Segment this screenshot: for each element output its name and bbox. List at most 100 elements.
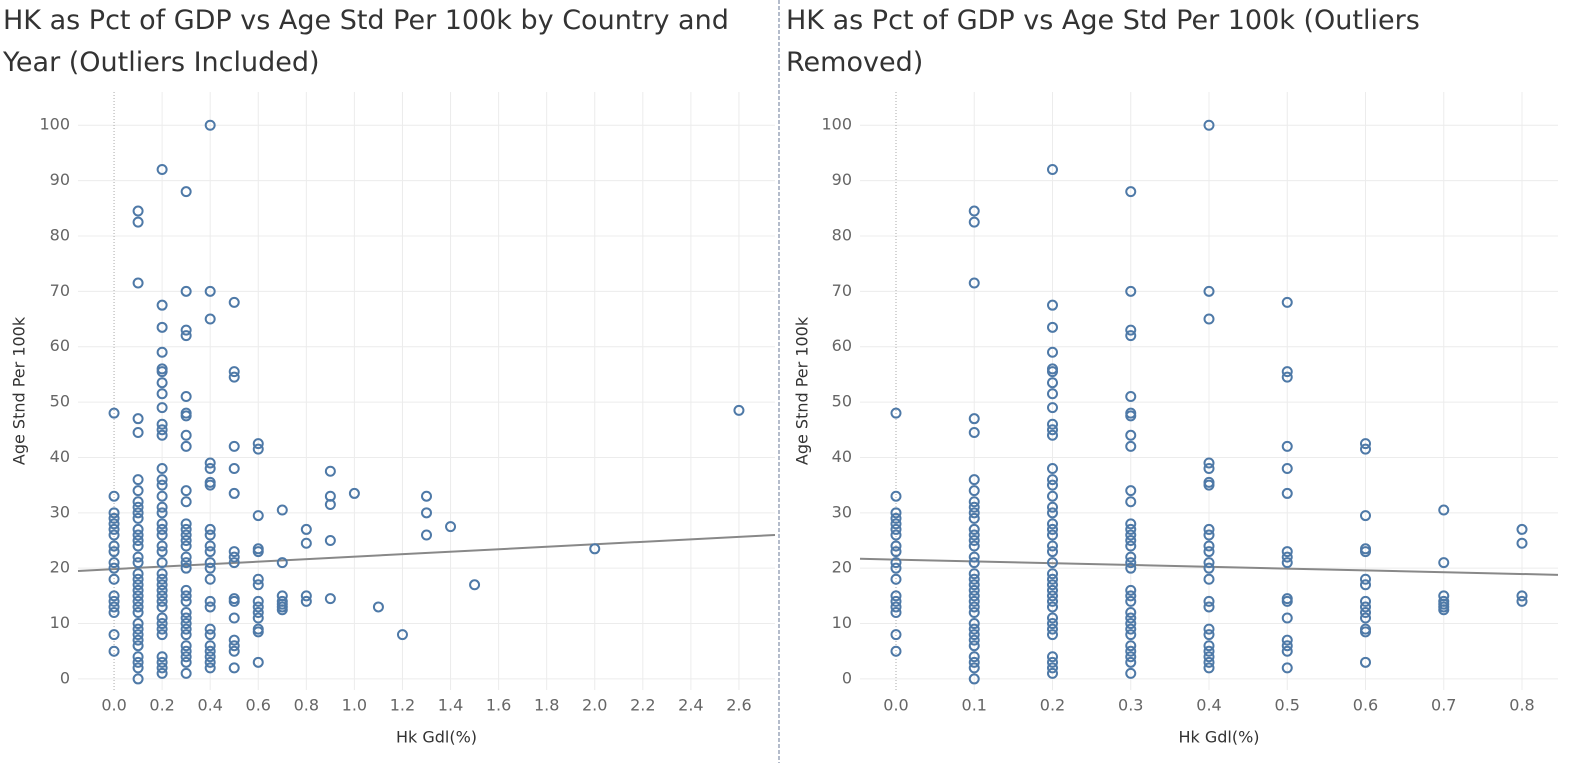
point <box>108 490 120 502</box>
point <box>968 573 980 585</box>
point <box>1203 546 1215 558</box>
point <box>968 540 980 552</box>
point <box>1203 656 1215 668</box>
point <box>132 551 144 563</box>
point <box>1360 443 1372 455</box>
point <box>132 651 144 663</box>
point <box>252 546 264 558</box>
point <box>1046 546 1058 558</box>
point <box>156 595 168 607</box>
point <box>1125 618 1137 630</box>
point <box>1360 601 1372 613</box>
point <box>1203 623 1215 635</box>
x-axis-title: Hk Gdl(%) <box>396 728 477 747</box>
point <box>276 604 288 616</box>
point <box>1281 546 1293 558</box>
x-tick-label: 0.0 <box>101 696 126 715</box>
point <box>108 601 120 613</box>
point <box>1203 463 1215 475</box>
point <box>890 407 902 419</box>
point <box>1516 537 1528 549</box>
point <box>156 662 168 674</box>
point <box>1203 645 1215 657</box>
y-tick-label: 0 <box>60 668 70 687</box>
y-tick-label: 30 <box>832 502 852 521</box>
x-tick-label: 0.7 <box>1431 696 1456 715</box>
point <box>1046 595 1058 607</box>
point <box>1125 623 1137 635</box>
x-tick-label: 0.5 <box>1275 696 1300 715</box>
point <box>1281 634 1293 646</box>
point <box>968 601 980 613</box>
point <box>1516 590 1528 602</box>
point <box>1360 579 1372 591</box>
point <box>1125 330 1137 342</box>
point <box>324 465 336 477</box>
point <box>1046 651 1058 663</box>
y-tick-label: 100 <box>821 115 852 134</box>
chart-title: HK as Pct of GDP vs Age Std Per 100k (Ou… <box>786 5 1420 78</box>
point <box>968 557 980 569</box>
point <box>890 573 902 585</box>
point <box>156 479 168 491</box>
x-tick-label: 2.0 <box>582 696 607 715</box>
point <box>156 529 168 541</box>
point <box>1046 629 1058 641</box>
x-tick-label: 2.6 <box>726 696 751 715</box>
point <box>1203 601 1215 613</box>
x-tick-label: 2.2 <box>630 696 655 715</box>
point <box>204 651 216 663</box>
point <box>1125 612 1137 624</box>
y-tick-label: 0 <box>842 668 852 687</box>
point <box>1046 366 1058 378</box>
point <box>1360 595 1372 607</box>
point <box>132 413 144 425</box>
point <box>890 590 902 602</box>
point <box>1203 529 1215 541</box>
point <box>1438 604 1450 616</box>
point <box>204 557 216 569</box>
point <box>1125 645 1137 657</box>
point <box>1125 440 1137 452</box>
x-tick-label: 0.3 <box>1118 696 1143 715</box>
point <box>1046 402 1058 414</box>
point <box>180 595 192 607</box>
y-tick-label: 10 <box>50 613 70 632</box>
x-tick-label: 0.6 <box>1353 696 1378 715</box>
point <box>204 285 216 297</box>
point <box>1046 612 1058 624</box>
y-tick-label: 80 <box>50 225 70 244</box>
x-tick-label: 1.8 <box>534 696 559 715</box>
point <box>132 474 144 486</box>
point <box>1125 485 1137 497</box>
point <box>968 512 980 524</box>
point <box>1125 562 1137 574</box>
point <box>132 579 144 591</box>
point <box>108 562 120 574</box>
point <box>132 584 144 596</box>
point <box>132 640 144 652</box>
point <box>890 601 902 613</box>
point <box>1360 438 1372 450</box>
point <box>1125 535 1137 546</box>
point <box>968 662 980 674</box>
point <box>132 529 144 541</box>
point <box>108 590 120 602</box>
point <box>1125 496 1137 508</box>
point <box>252 612 264 624</box>
point <box>968 673 980 685</box>
point <box>132 507 144 519</box>
point <box>156 546 168 558</box>
point <box>180 429 192 441</box>
point <box>1046 656 1058 668</box>
trend-line <box>77 533 776 572</box>
point <box>968 595 980 607</box>
x-axis-title: Hk Gdl(%) <box>1178 728 1259 747</box>
point <box>204 662 216 674</box>
point <box>1046 346 1058 358</box>
point <box>156 299 168 311</box>
point <box>228 366 240 378</box>
point <box>156 584 168 596</box>
point <box>1203 457 1215 469</box>
point <box>968 584 980 596</box>
